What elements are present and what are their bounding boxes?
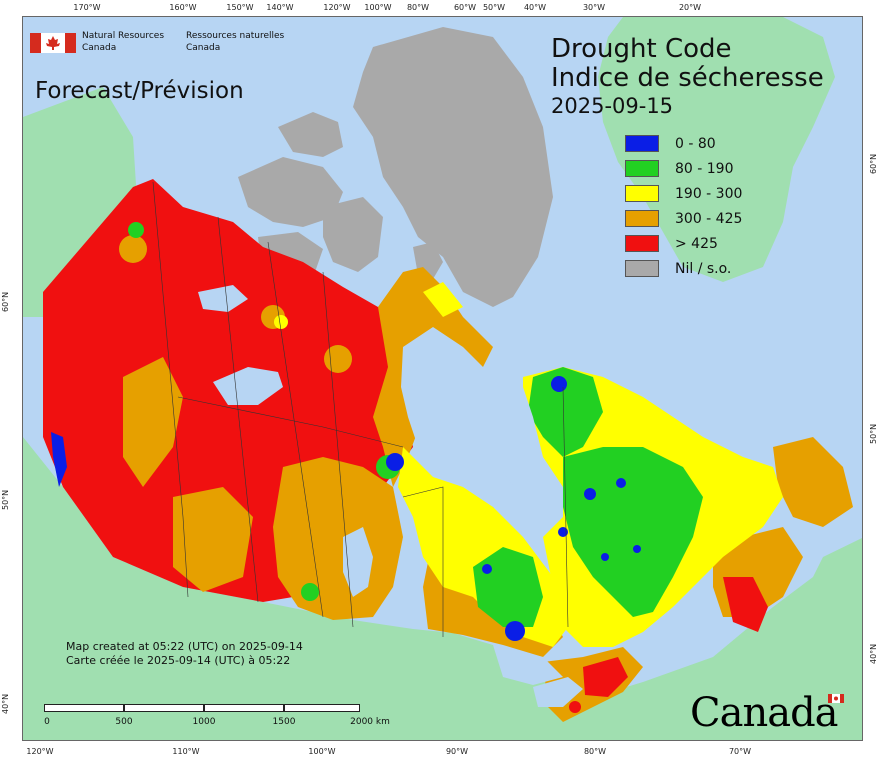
legend-label: 80 - 190 (675, 161, 734, 177)
usa-land (23, 437, 862, 740)
graticule-label: 50°W (482, 3, 506, 12)
legend-swatch (625, 185, 659, 202)
graticule-label: 90°W (445, 747, 469, 756)
map-canvas (23, 17, 862, 740)
wordmark-flag-icon (828, 694, 844, 703)
scale-segment (124, 704, 204, 712)
legend-item: 300 - 425 (625, 209, 825, 229)
legend-swatch (625, 160, 659, 177)
graticule-label: 40°N (869, 643, 878, 664)
canada-flag-icon (30, 33, 76, 53)
map-title-en: Drought Code (551, 34, 732, 64)
graticule-label: 100°W (364, 3, 392, 12)
scale-segment (204, 704, 284, 712)
graticule-label: 100°W (308, 747, 336, 756)
agency-name-en: Natural Resources Canada (82, 30, 164, 54)
scale-label: 1500 (272, 717, 296, 727)
map-title-fr: Indice de sécheresse (551, 63, 824, 93)
map-date: 2025-09-15 (551, 94, 674, 118)
legend-swatch (625, 135, 659, 152)
arctic-islands (238, 27, 553, 307)
legend-label: > 425 (675, 236, 718, 252)
scale-bar: 0 500 1000 1500 2000 km (44, 704, 390, 734)
legend-swatch (625, 210, 659, 227)
graticule-label: 110°W (172, 747, 200, 756)
graticule-label: 70°W (728, 747, 752, 756)
graticule-label: 140°W (266, 3, 294, 12)
credit-line-fr: Carte créée le 2025-09-14 (UTC) à 05:22 (66, 654, 291, 667)
agency-name-fr-line1: Ressources naturelles (186, 31, 285, 41)
agency-name-fr: Ressources naturelles Canada (186, 30, 284, 54)
agency-name-en-line2: Canada (82, 43, 117, 53)
map-credit: Map created at 05:22 (UTC) on 2025-09-14… (66, 640, 303, 668)
scale-segment (44, 704, 124, 712)
graticule-label: 60°W (453, 3, 477, 12)
graticule-label: 20°W (678, 3, 702, 12)
agency-name-en-line1: Natural Resources (82, 31, 165, 41)
graticule-label: 170°W (73, 3, 101, 12)
legend-item: 80 - 190 (625, 159, 825, 179)
agency-name-fr-line2: Canada (186, 43, 221, 53)
graticule-label: 50°N (1, 489, 10, 510)
graticule-label: 60°N (1, 291, 10, 312)
drought-code-map (22, 16, 863, 741)
legend-label: 190 - 300 (675, 186, 743, 202)
legend-label: 300 - 425 (675, 211, 743, 227)
scale-label: 2000 km (350, 717, 390, 727)
scale-label: 0 (44, 717, 50, 727)
canada-wordmark: Canada (690, 690, 850, 736)
hudson-bay (401, 327, 563, 537)
province-borders (152, 181, 569, 637)
graticule-label: 30°W (582, 3, 606, 12)
credit-line-en: Map created at 05:22 (UTC) on 2025-09-14 (66, 640, 303, 653)
legend-item: 190 - 300 (625, 184, 825, 204)
graticule-label: 60°N (869, 153, 878, 174)
graticule-label: 120°W (26, 747, 54, 756)
map-title: Drought Code Indice de sécheresse (551, 35, 824, 93)
graticule-label: 160°W (169, 3, 197, 12)
blue-zones (51, 376, 641, 641)
graticule-label: 40°W (523, 3, 547, 12)
scale-label: 1000 (192, 717, 216, 727)
scale-segment (284, 704, 360, 712)
legend-swatch (625, 235, 659, 252)
legend-item: Nil / s.o. (625, 259, 825, 279)
scale-label: 500 (115, 717, 133, 727)
east-red-patches (569, 577, 768, 713)
graticule-label: 50°N (869, 423, 878, 444)
legend-item: > 425 (625, 234, 825, 254)
graticule-label: 150°W (226, 3, 254, 12)
legend-item: 0 - 80 (625, 134, 825, 154)
graticule-label: 120°W (323, 3, 351, 12)
legend-label: 0 - 80 (675, 136, 716, 152)
wordmark-text: Canada (690, 690, 839, 736)
graticule-label: 40°N (1, 693, 10, 714)
lakes (198, 285, 583, 707)
graticule-label: 80°W (406, 3, 430, 12)
forecast-label: Forecast/Prévision (35, 78, 244, 104)
legend-label: Nil / s.o. (675, 261, 732, 277)
graticule-label: 80°W (583, 747, 607, 756)
legend-swatch (625, 260, 659, 277)
